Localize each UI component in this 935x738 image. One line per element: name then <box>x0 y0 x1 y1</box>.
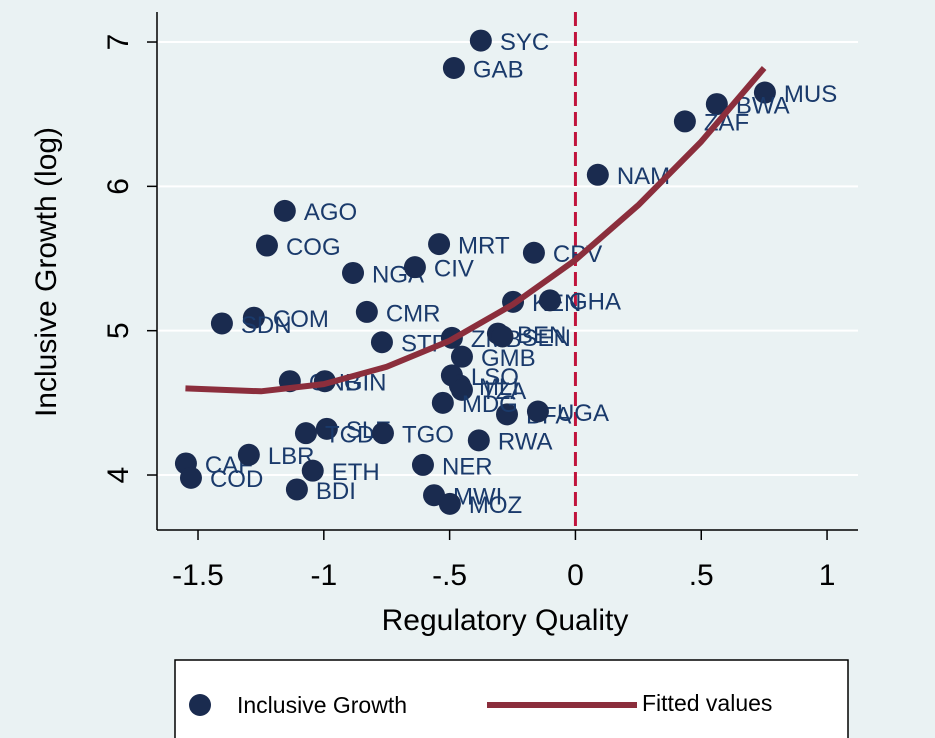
point <box>428 233 451 256</box>
point-label: CMR <box>386 300 441 327</box>
point-label: TZA <box>481 378 526 405</box>
fitted-line <box>185 66 767 395</box>
point <box>342 261 365 284</box>
point-label: BEN <box>517 322 566 349</box>
point-label: MOZ <box>469 492 522 519</box>
point <box>491 325 514 348</box>
point-label: SDN <box>241 312 292 339</box>
legend-marker <box>189 694 211 716</box>
point <box>526 400 549 423</box>
point <box>495 403 518 426</box>
point <box>237 443 260 466</box>
point <box>370 331 393 354</box>
y-tick-label: 5 <box>102 322 135 339</box>
y-tick-label: 6 <box>102 178 135 195</box>
point-label: COG <box>286 234 341 261</box>
y-axis-title: Inclusive Growth (log) <box>30 127 63 417</box>
point-label: MDG <box>462 391 518 418</box>
point-label: MLI <box>479 374 519 401</box>
point-label: RWA <box>498 429 553 456</box>
point-label: GHA <box>569 289 621 316</box>
point <box>450 345 473 368</box>
point <box>467 429 490 452</box>
legend-label: Fitted values <box>642 690 772 716</box>
point <box>469 29 492 52</box>
point <box>403 256 426 279</box>
point-label: CIV <box>434 256 474 283</box>
point-label: MRT <box>458 232 510 259</box>
point <box>294 422 317 445</box>
point <box>301 459 324 482</box>
x-tick-label: -1.5 <box>172 559 224 592</box>
point-label: SEN <box>521 325 570 352</box>
point <box>411 453 434 476</box>
point-label: NER <box>442 453 493 480</box>
legend <box>174 659 849 738</box>
x-tick-label: -.5 <box>432 559 467 592</box>
point <box>586 163 609 186</box>
legend-label: Inclusive Growth <box>237 692 407 718</box>
point-label: COD <box>210 466 263 493</box>
point-label: BDI <box>316 478 356 505</box>
point <box>431 391 454 414</box>
point <box>355 300 378 323</box>
point <box>522 241 545 264</box>
point-label: NAM <box>617 163 670 190</box>
y-tick-label: 4 <box>102 467 135 484</box>
point-label: LSO <box>471 364 519 391</box>
point-label: SYC <box>500 29 549 56</box>
point <box>705 93 728 116</box>
x-tick-label: -1 <box>310 559 337 592</box>
point <box>371 422 394 445</box>
point-label: GMB <box>481 345 536 372</box>
x-tick-label: .5 <box>689 559 714 592</box>
point <box>450 378 473 401</box>
point-label: TGO <box>402 421 454 448</box>
point-label: ETH <box>332 459 380 486</box>
point-label: MWI <box>453 484 502 511</box>
point-label: MUS <box>784 81 837 108</box>
point <box>539 289 562 312</box>
y-tick-label: 7 <box>102 34 135 51</box>
point-label: TCD <box>325 421 374 448</box>
point <box>179 466 202 489</box>
point <box>285 478 308 501</box>
point <box>673 110 696 133</box>
x-tick-label: 1 <box>819 559 836 592</box>
point <box>210 312 233 335</box>
point <box>442 57 465 79</box>
point <box>753 81 776 104</box>
x-axis-title: Regulatory Quality <box>382 604 629 637</box>
point <box>255 234 278 257</box>
point-label: AGO <box>304 199 357 226</box>
point-label: BWA <box>736 92 790 119</box>
point <box>315 417 338 440</box>
point <box>273 199 296 222</box>
point <box>438 492 461 515</box>
point <box>242 306 265 329</box>
x-tick-label: 0 <box>567 559 584 592</box>
point-label: COM <box>273 306 329 333</box>
point-label: UGA <box>557 400 609 427</box>
point-label: GAB <box>473 56 524 83</box>
